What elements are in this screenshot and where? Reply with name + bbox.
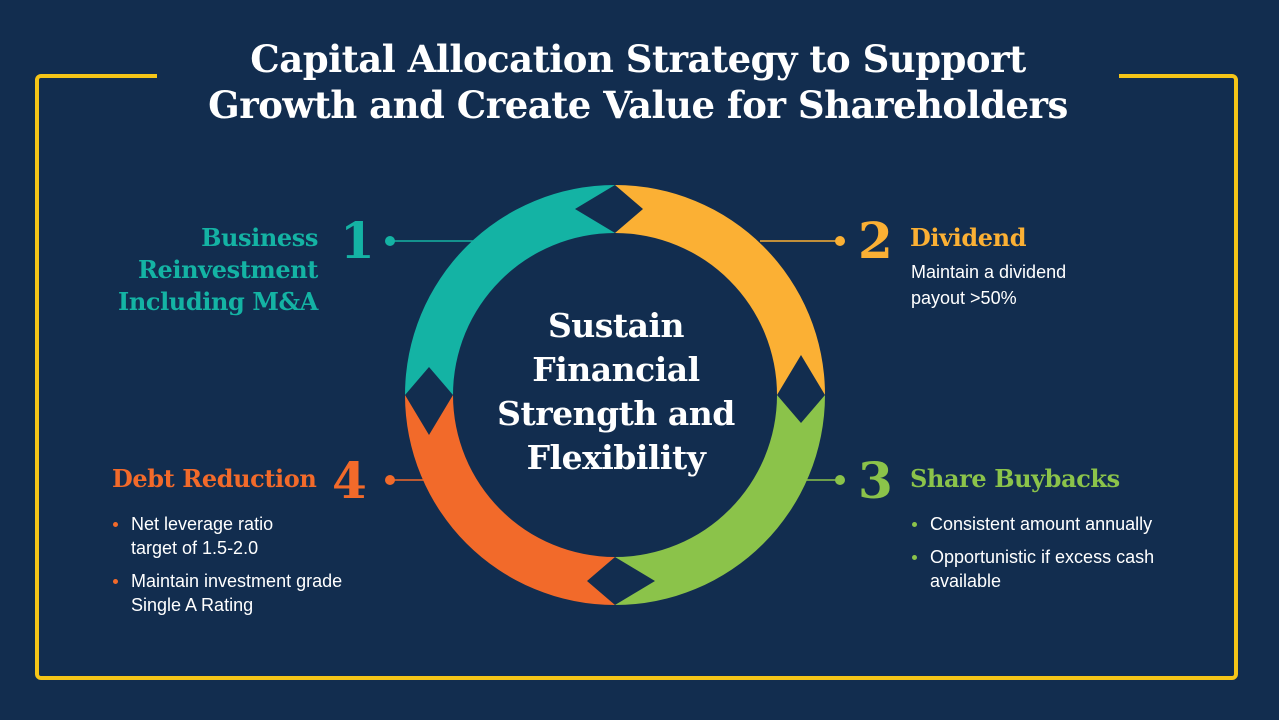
item-4-number: 4 (332, 451, 367, 510)
title-line-1: Capital Allocation Strategy to Support (250, 37, 1026, 81)
item-3-bullet-1: Consistent amount annually (910, 512, 1210, 536)
item-1-heading-line-1: Business (201, 223, 318, 252)
connector-dot-3 (835, 475, 845, 485)
item-1-heading-line-3: Including M&A (118, 287, 318, 316)
item-4-heading: Debt Reduction (112, 464, 317, 493)
title-background (157, 36, 1119, 132)
arrow-yellow (615, 185, 825, 395)
item-3-bullet-2: Opportunistic if excess cash available (910, 545, 1170, 593)
item-4-bullet-1: Net leverage ratio target of 1.5-2.0 (111, 512, 321, 560)
item-3-heading: Share Buybacks (910, 464, 1120, 493)
item-1-number: 1 (340, 211, 375, 270)
center-line-1: Sustain (547, 306, 685, 345)
item-4-bullets: Net leverage ratio target of 1.5-2.0 Mai… (111, 512, 351, 626)
arrow-orange (405, 395, 615, 605)
title-line-2: Growth and Create Value for Shareholders (208, 83, 1068, 127)
item-2-heading: Dividend (910, 223, 1027, 252)
item-2-text-line-2: payout >50% (911, 288, 1017, 308)
arrow-teal (405, 185, 615, 395)
arrow-green (615, 395, 825, 605)
connector-dot-4 (385, 475, 395, 485)
center-line-3: Strength and (497, 394, 735, 433)
center-statement: Sustain Financial Strength and Flexibili… (480, 304, 752, 480)
item-2-number: 2 (858, 211, 893, 270)
item-3-bullets: Consistent amount annually Opportunistic… (910, 512, 1210, 602)
page-title: Capital Allocation Strategy to Support G… (157, 36, 1119, 128)
item-1-heading: Business Reinvestment Including M&A (60, 222, 318, 318)
item-2-text-line-1: Maintain a dividend (911, 262, 1067, 282)
connector-dot-1 (385, 236, 395, 246)
item-3-number: 3 (858, 451, 893, 510)
center-line-4: Flexibility (526, 438, 706, 477)
item-1-heading-line-2: Reinvestment (138, 255, 318, 284)
center-line-2: Financial (532, 350, 700, 389)
item-4-bullet-2: Maintain investment grade Single A Ratin… (111, 569, 351, 617)
connector-dot-2 (835, 236, 845, 246)
item-2-text: Maintain a dividend payout >50% (911, 259, 1066, 311)
